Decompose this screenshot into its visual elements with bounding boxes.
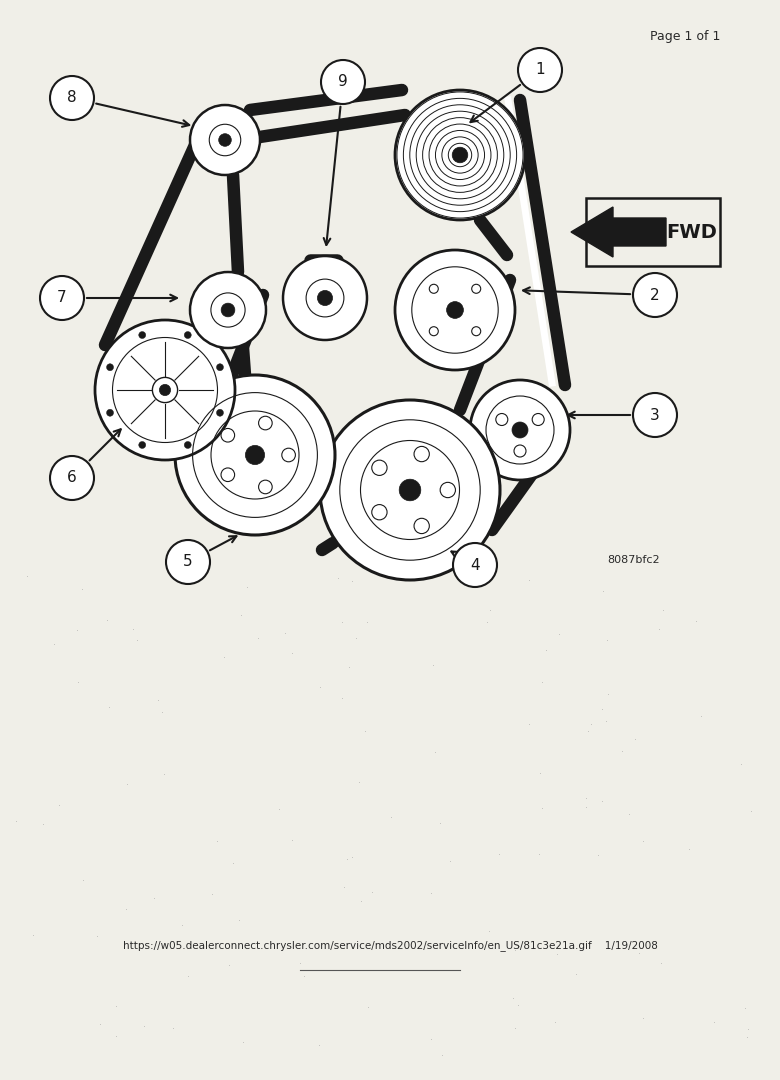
Circle shape: [532, 414, 544, 426]
Text: 2: 2: [651, 287, 660, 302]
Text: 6: 6: [67, 471, 77, 486]
Circle shape: [452, 147, 468, 163]
Text: 3: 3: [650, 407, 660, 422]
Circle shape: [107, 364, 114, 370]
Circle shape: [321, 60, 365, 104]
Circle shape: [414, 518, 429, 534]
Circle shape: [190, 105, 260, 175]
Text: https://w05.dealerconnect.chrysler.com/service/mds2002/serviceInfo/en_US/81c3e21: https://w05.dealerconnect.chrysler.com/s…: [122, 940, 658, 950]
Circle shape: [107, 409, 114, 416]
Circle shape: [221, 468, 235, 482]
Circle shape: [372, 504, 387, 519]
Circle shape: [372, 460, 387, 475]
Circle shape: [283, 256, 367, 340]
Circle shape: [259, 416, 272, 430]
Circle shape: [317, 291, 332, 306]
Text: 8087bfc2: 8087bfc2: [608, 555, 660, 565]
Circle shape: [217, 409, 224, 416]
Circle shape: [152, 377, 178, 403]
Text: 9: 9: [338, 75, 348, 90]
Circle shape: [518, 48, 562, 92]
Circle shape: [306, 279, 344, 316]
Circle shape: [447, 301, 463, 319]
Text: 8: 8: [67, 91, 76, 106]
Circle shape: [429, 327, 438, 336]
Circle shape: [175, 375, 335, 535]
Circle shape: [512, 422, 528, 438]
Circle shape: [211, 293, 245, 327]
Circle shape: [190, 272, 266, 348]
Circle shape: [221, 429, 235, 442]
Circle shape: [50, 456, 94, 500]
Text: FWD: FWD: [666, 222, 717, 242]
Circle shape: [259, 481, 272, 494]
Text: 7: 7: [57, 291, 67, 306]
Circle shape: [496, 414, 508, 426]
Circle shape: [166, 540, 210, 584]
Circle shape: [440, 483, 456, 498]
Circle shape: [184, 442, 191, 448]
Text: 4: 4: [470, 557, 480, 572]
Circle shape: [95, 320, 235, 460]
Text: Page 1 of 1: Page 1 of 1: [650, 30, 720, 43]
Circle shape: [282, 448, 296, 462]
Circle shape: [209, 124, 241, 156]
Circle shape: [514, 445, 526, 457]
Circle shape: [633, 393, 677, 437]
Circle shape: [246, 445, 264, 464]
Circle shape: [217, 364, 224, 370]
Circle shape: [472, 327, 480, 336]
FancyArrow shape: [571, 207, 666, 257]
Text: 1: 1: [535, 63, 544, 78]
Circle shape: [139, 332, 146, 338]
Circle shape: [50, 76, 94, 120]
Circle shape: [184, 332, 191, 338]
Circle shape: [159, 384, 171, 395]
Circle shape: [218, 134, 232, 146]
Circle shape: [320, 400, 500, 580]
Text: 5: 5: [183, 554, 193, 569]
Circle shape: [414, 446, 429, 462]
Circle shape: [395, 90, 525, 220]
Circle shape: [472, 284, 480, 294]
Circle shape: [470, 380, 570, 480]
Circle shape: [139, 442, 146, 448]
Circle shape: [633, 273, 677, 318]
Circle shape: [453, 543, 497, 588]
Circle shape: [399, 480, 420, 501]
Circle shape: [40, 276, 84, 320]
Circle shape: [395, 249, 515, 370]
Circle shape: [222, 303, 235, 316]
Circle shape: [429, 284, 438, 294]
